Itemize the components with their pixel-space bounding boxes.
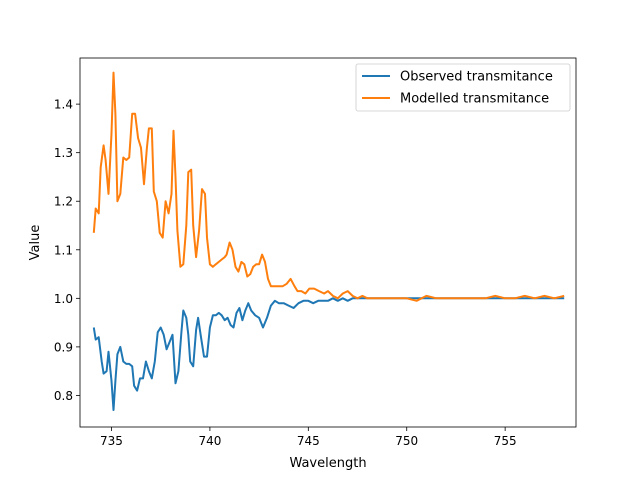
y-tick-label: 0.9	[54, 340, 73, 354]
y-tick-label: 1.4	[54, 98, 73, 112]
y-axis: 0.8 0.9 1.0 1.1 1.2 1.3 1.4	[54, 98, 80, 403]
x-tick-label: 750	[395, 434, 418, 448]
legend: Observed transmitance Modelled transmita…	[355, 63, 571, 112]
x-tick-label: 740	[198, 434, 221, 448]
legend-label-observed: Observed transmitance	[400, 70, 553, 85]
y-tick-label: 1.0	[54, 292, 73, 306]
x-tick-label: 745	[297, 434, 320, 448]
x-tick-label: 735	[100, 434, 123, 448]
series-line-modelled	[92, 71, 565, 302]
y-tick-label: 1.2	[54, 195, 73, 209]
plot-series	[92, 71, 565, 411]
y-axis-label: Value	[28, 225, 43, 261]
y-tick-label: 1.3	[54, 146, 73, 160]
x-axis: 735 740 745 750 755	[100, 427, 517, 448]
x-axis-label: Wavelength	[289, 456, 366, 471]
legend-label-modelled: Modelled transmitance	[400, 92, 549, 107]
y-tick-label: 0.8	[54, 389, 73, 403]
y-tick-label: 1.1	[54, 243, 73, 257]
x-tick-label: 755	[494, 434, 517, 448]
plot-frame	[79, 57, 577, 428]
legend-box	[355, 63, 571, 112]
